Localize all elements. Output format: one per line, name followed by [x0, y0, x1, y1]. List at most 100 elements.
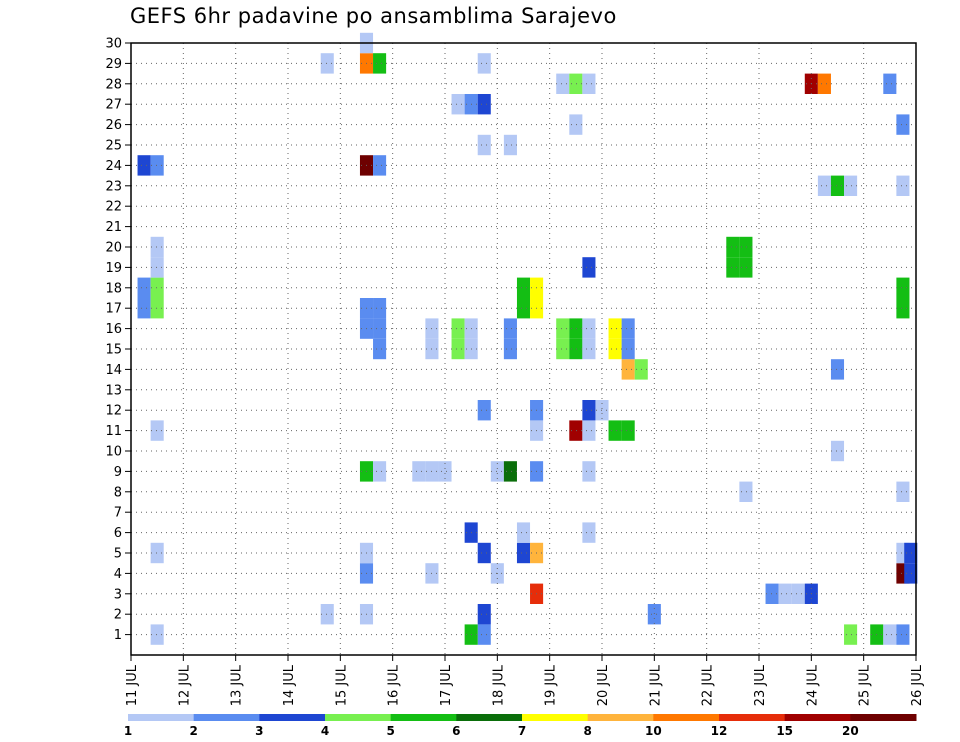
heatmap-cell — [438, 461, 452, 482]
x-tick-label: 13 JUL — [230, 664, 245, 706]
heatmap-cell — [150, 257, 164, 278]
heatmap-cell — [582, 400, 596, 421]
heatmap-cell — [608, 338, 622, 360]
legend-label: 7 — [518, 724, 526, 738]
heatmap-cell — [556, 338, 570, 360]
heatmap-cell — [569, 114, 583, 135]
legend-label: 20 — [842, 724, 859, 738]
heatmap-cell — [477, 53, 491, 74]
heatmap-cell — [896, 114, 910, 135]
x-tick-label: 12 JUL — [177, 664, 192, 706]
heatmap-cell — [373, 461, 387, 482]
heatmap-cell — [556, 73, 570, 94]
legend-label: 1 — [124, 724, 132, 738]
legend-swatch — [259, 714, 326, 721]
x-tick-label: 22 JUL — [701, 664, 716, 706]
legend-label: 6 — [452, 724, 460, 738]
heatmap-cell — [373, 338, 387, 360]
y-tick-label: 24 — [105, 159, 122, 174]
y-tick-label: 11 — [105, 424, 122, 439]
y-tick-label: 15 — [105, 343, 122, 358]
heatmap-cell — [137, 277, 151, 298]
legend-swatch — [128, 714, 195, 721]
heatmap-cell — [477, 542, 491, 564]
heatmap-cell — [569, 420, 583, 441]
y-tick-label: 18 — [105, 281, 122, 296]
heatmap-cell — [621, 318, 635, 339]
heatmap-cell — [896, 298, 910, 319]
y-tick-label: 12 — [105, 404, 122, 419]
heatmap-cell — [373, 155, 387, 176]
heatmap-cell — [904, 563, 918, 584]
heatmap-cell — [150, 277, 164, 298]
x-tick-label: 24 JUL — [805, 664, 820, 706]
heatmap-cell — [503, 338, 517, 360]
heatmap-cell — [904, 542, 918, 564]
heatmap-cell — [490, 461, 504, 482]
heatmap-cell — [883, 73, 897, 94]
heatmap-cell — [373, 318, 387, 339]
heatmap-cell — [765, 583, 779, 604]
legend-label: 10 — [645, 724, 662, 738]
heatmap-cell — [373, 53, 387, 74]
x-tick-label: 18 JUL — [491, 664, 506, 706]
heatmap-cell — [516, 522, 531, 543]
x-tick-label: 23 JUL — [753, 664, 768, 706]
legend-label: 12 — [711, 724, 728, 738]
legend: 1 2 3 4 5 6 7 8 10 12 15 20 — [124, 714, 917, 738]
y-tick-label: 6 — [114, 526, 122, 541]
heatmap-cell — [582, 420, 596, 441]
x-tick-label: 15 JUL — [334, 664, 349, 706]
heatmap-cell — [503, 318, 517, 339]
x-tick-label: 25 JUL — [858, 664, 873, 706]
heatmap-cell — [137, 298, 151, 319]
heatmap-cell — [582, 338, 596, 360]
y-tick-label: 25 — [105, 139, 122, 154]
heatmap-cell — [503, 134, 517, 156]
heatmap-cell — [830, 440, 845, 462]
heatmap-cell — [896, 175, 910, 196]
heatmap-cell — [739, 481, 753, 502]
heatmap-cell — [778, 583, 792, 604]
x-tick-label: 17 JUL — [439, 664, 454, 706]
heatmap-cell — [844, 624, 858, 645]
y-tick-label: 3 — [114, 587, 122, 602]
y-tick-label: 10 — [105, 445, 122, 460]
y-tick-label: 19 — [105, 261, 122, 276]
legend-swatch — [850, 714, 917, 721]
heatmap-cell — [516, 542, 531, 564]
legend-label: 15 — [776, 724, 793, 738]
heatmap-cell — [477, 400, 491, 421]
heatmap-cell — [137, 155, 151, 176]
heatmap-cell — [830, 175, 845, 196]
heatmap-cell — [150, 542, 164, 564]
x-tick-label: 19 JUL — [544, 664, 559, 706]
heatmap-cell — [582, 461, 596, 482]
heatmap-cell — [739, 236, 753, 258]
y-tick-label: 16 — [105, 322, 122, 337]
heatmap-cell — [621, 359, 635, 380]
y-tick-label: 22 — [105, 200, 122, 215]
heatmap-cell — [608, 318, 622, 339]
heatmap-cell — [582, 318, 596, 339]
y-tick-label: 7 — [114, 506, 122, 521]
y-tick-label: 8 — [114, 485, 122, 500]
heatmap-cell — [726, 257, 740, 278]
heatmap-cell — [621, 420, 635, 441]
x-tick-label: 20 JUL — [596, 664, 611, 706]
legend-label: 8 — [583, 724, 591, 738]
legend-label: 2 — [189, 724, 197, 738]
heatmap-cell — [883, 624, 897, 645]
heatmap-cell — [477, 624, 491, 645]
heatmap-cell — [791, 583, 805, 604]
y-tick-label: 14 — [105, 363, 122, 378]
heatmap-cell — [451, 318, 465, 339]
heatmap-cell — [569, 338, 583, 360]
x-tick-label: 26 JUL — [910, 664, 925, 706]
heatmap-cell — [817, 175, 831, 196]
y-axis: 1234567891011121314151617181920212223242… — [105, 37, 131, 643]
heatmap-cell — [569, 318, 583, 339]
heatmap-cell — [451, 338, 465, 360]
legend-swatch — [193, 714, 260, 721]
y-tick-label: 23 — [105, 179, 122, 194]
